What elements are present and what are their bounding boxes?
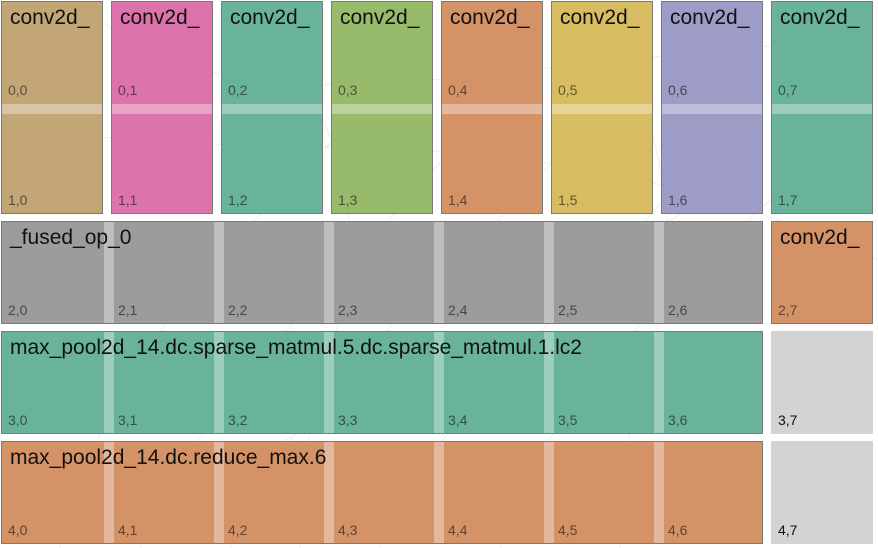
core-coordinate-label: 4,0 <box>8 522 28 538</box>
core-coordinate-label: 1,1 <box>118 192 138 208</box>
core-separator <box>544 442 554 543</box>
core-coordinate-label: 1,5 <box>558 192 578 208</box>
core-coordinate-label: 0,1 <box>118 82 138 98</box>
op-block-label: conv2d_ <box>780 6 860 29</box>
core-coordinate-label: 0,5 <box>558 82 578 98</box>
core-separator <box>324 442 334 543</box>
core-coordinate-label: 1,7 <box>778 192 798 208</box>
op-block-label: conv2d_ <box>120 6 200 29</box>
core-coordinate-label: 3,5 <box>558 412 578 428</box>
core-coordinate-label: 4,4 <box>448 522 468 538</box>
empty-core-block[interactable] <box>771 441 873 544</box>
core-coordinate-label: 3,7 <box>778 412 798 428</box>
core-coordinate-label: 3,3 <box>338 412 358 428</box>
op-block[interactable]: conv2d_ <box>661 1 763 214</box>
core-coordinate-label: 2,7 <box>778 302 798 318</box>
core-coordinate-label: 2,4 <box>448 302 468 318</box>
core-coordinate-label: 1,0 <box>8 192 28 208</box>
op-block-label: conv2d_ <box>780 226 860 249</box>
op-block-label: _fused_op_0 <box>10 226 132 249</box>
core-coordinate-label: 1,3 <box>338 192 358 208</box>
core-separator <box>434 332 444 433</box>
core-coordinate-label: 4,1 <box>118 522 138 538</box>
op-block-label: conv2d_ <box>10 6 90 29</box>
core-separator <box>654 332 664 433</box>
core-coordinate-label: 2,6 <box>668 302 688 318</box>
core-coordinate-label: 0,3 <box>338 82 358 98</box>
empty-core-block[interactable] <box>771 331 873 434</box>
core-coordinate-label: 2,3 <box>338 302 358 318</box>
core-coordinate-label: 3,0 <box>8 412 28 428</box>
op-block-label: conv2d_ <box>230 6 310 29</box>
core-separator <box>2 104 102 114</box>
core-separator <box>112 104 212 114</box>
core-separator <box>434 222 444 323</box>
core-coordinate-label: 1,2 <box>228 192 248 208</box>
core-coordinate-label: 0,2 <box>228 82 248 98</box>
op-block-label: conv2d_ <box>450 6 530 29</box>
core-separator <box>442 104 542 114</box>
core-coordinate-label: 2,0 <box>8 302 28 318</box>
core-coordinate-label: 0,6 <box>668 82 688 98</box>
core-coordinate-label: 4,6 <box>668 522 688 538</box>
core-coordinate-label: 1,4 <box>448 192 468 208</box>
op-block[interactable]: conv2d_ <box>221 1 323 214</box>
op-block[interactable]: conv2d_ <box>441 1 543 214</box>
core-separator <box>772 104 872 114</box>
core-separator <box>104 222 114 323</box>
op-block[interactable]: conv2d_ <box>331 1 433 214</box>
core-coordinate-label: 2,1 <box>118 302 138 318</box>
core-separator <box>214 442 224 543</box>
core-separator <box>104 332 114 433</box>
core-coordinate-label: 4,3 <box>338 522 358 538</box>
op-block[interactable]: _fused_op_0 <box>1 221 763 324</box>
core-separator <box>324 222 334 323</box>
op-block[interactable]: max_pool2d_14.dc.reduce_max.6 <box>1 441 763 544</box>
core-coordinate-label: 2,2 <box>228 302 248 318</box>
core-separator <box>214 332 224 433</box>
core-coordinate-label: 3,4 <box>448 412 468 428</box>
op-block-label: max_pool2d_14.dc.reduce_max.6 <box>10 446 327 469</box>
core-separator <box>654 222 664 323</box>
op-block[interactable]: conv2d_ <box>771 1 873 214</box>
core-coordinate-label: 4,2 <box>228 522 248 538</box>
op-block-label: conv2d_ <box>340 6 420 29</box>
core-separator <box>222 104 322 114</box>
op-block[interactable]: conv2d_ <box>111 1 213 214</box>
core-separator <box>214 222 224 323</box>
core-separator <box>434 442 444 543</box>
core-separator <box>662 104 762 114</box>
core-separator <box>104 442 114 543</box>
core-coordinate-label: 0,7 <box>778 82 798 98</box>
op-block[interactable]: max_pool2d_14.dc.sparse_matmul.5.dc.spar… <box>1 331 763 434</box>
op-block-label: max_pool2d_14.dc.sparse_matmul.5.dc.spar… <box>10 336 582 359</box>
core-coordinate-label: 4,7 <box>778 522 798 538</box>
core-separator <box>552 104 652 114</box>
core-coordinate-label: 1,6 <box>668 192 688 208</box>
core-coordinate-label: 0,4 <box>448 82 468 98</box>
core-coordinate-label: 0,0 <box>8 82 28 98</box>
core-separator <box>332 104 432 114</box>
core-separator <box>544 332 554 433</box>
op-block-label: conv2d_ <box>670 6 750 29</box>
core-coordinate-label: 4,5 <box>558 522 578 538</box>
core-coordinate-label: 2,5 <box>558 302 578 318</box>
op-block[interactable]: conv2d_ <box>771 221 873 324</box>
core-separator <box>324 332 334 433</box>
op-block[interactable]: conv2d_ <box>551 1 653 214</box>
core-coordinate-label: 3,2 <box>228 412 248 428</box>
op-block-label: conv2d_ <box>560 6 640 29</box>
core-coordinate-label: 3,6 <box>668 412 688 428</box>
core-separator <box>654 442 664 543</box>
core-separator <box>544 222 554 323</box>
op-block[interactable]: conv2d_ <box>1 1 103 214</box>
core-coordinate-label: 3,1 <box>118 412 138 428</box>
